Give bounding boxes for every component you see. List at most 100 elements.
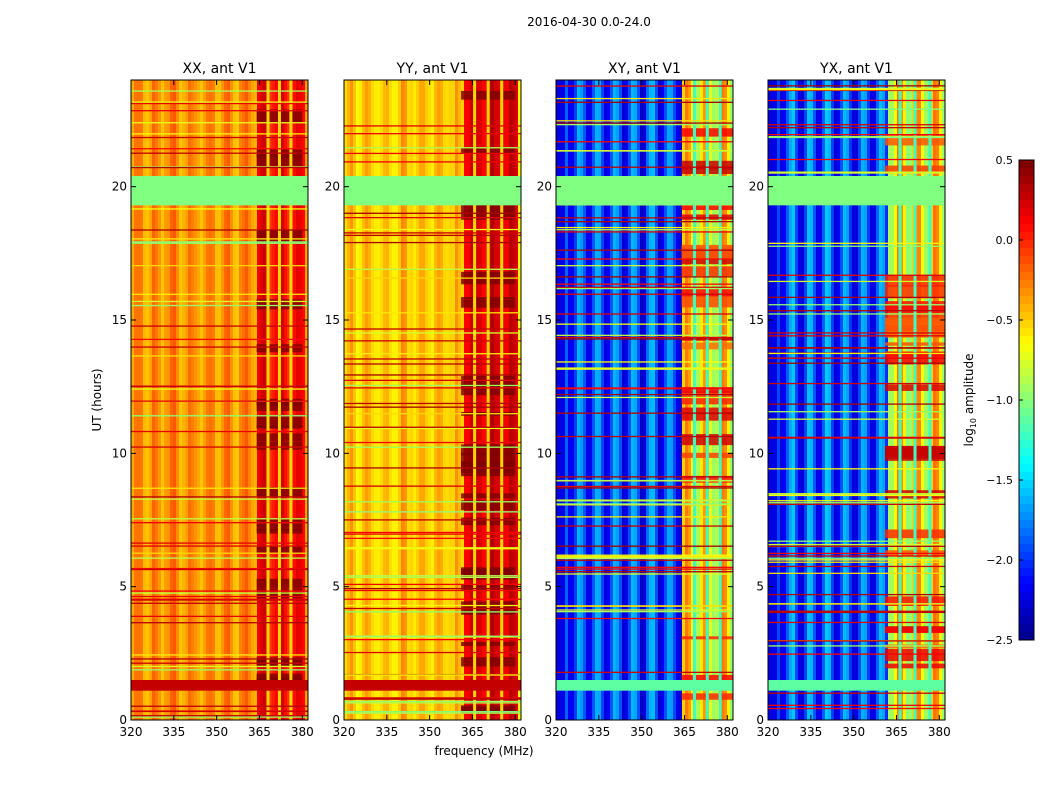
heatmap-cell	[236, 80, 240, 720]
heatmap-cell	[443, 80, 447, 720]
heatmap-cell	[768, 572, 945, 574]
heatmap-cell	[592, 80, 596, 720]
heatmap-cell	[344, 152, 521, 155]
heatmap-cell	[768, 559, 945, 561]
heatmap-cell	[401, 80, 405, 720]
heatmap-cell	[344, 353, 521, 355]
heatmap-cell	[380, 80, 384, 720]
heatmap-cell	[131, 208, 308, 210]
heatmap-cell	[173, 80, 177, 720]
colorbar-segment	[1019, 624, 1034, 633]
heatmap-cell	[667, 80, 671, 720]
heatmap-cell	[556, 334, 733, 336]
y-tick-label: 20	[325, 180, 340, 194]
colorbar-tick-label: −1.0	[986, 394, 1013, 407]
heatmap-cell	[768, 561, 945, 563]
heatmap-cell	[571, 80, 575, 720]
colorbar-label: log10 amplitude	[962, 354, 978, 447]
heatmap-cell	[628, 80, 632, 720]
y-tick-label: 15	[537, 313, 552, 327]
heatmap-cell	[131, 602, 308, 604]
heatmap-cell	[437, 80, 441, 720]
heatmap-cell	[305, 80, 309, 720]
heatmap-cell	[344, 340, 521, 342]
heatmap-cell	[768, 707, 945, 710]
heatmap-cell	[344, 576, 521, 579]
heatmap-cell	[768, 382, 945, 385]
heatmap-cell	[131, 710, 308, 713]
heatmap-cell	[798, 80, 802, 720]
heatmap-cell	[768, 593, 945, 596]
heatmap-cell	[494, 80, 498, 720]
heatmap-cell	[634, 80, 638, 720]
heatmap-cell	[188, 80, 192, 720]
heatmap-cell	[344, 537, 521, 540]
heatmap-cell	[131, 557, 308, 559]
heatmap-cell	[556, 504, 733, 506]
heatmap-cell	[146, 80, 150, 720]
heatmap-cell	[810, 80, 814, 720]
heatmap-cell	[819, 80, 823, 720]
heatmap-cell	[131, 622, 308, 624]
heatmap-cell	[377, 80, 381, 720]
heatmap-cell	[131, 716, 308, 718]
heatmap-cell	[344, 583, 521, 586]
colorbar-segment	[1019, 432, 1034, 441]
heatmap-cell	[768, 335, 945, 337]
heatmap-cell	[344, 702, 521, 704]
heatmap-cell	[410, 80, 414, 720]
heatmap-cell	[395, 80, 399, 720]
heatmap-cell	[942, 80, 946, 720]
heatmap-cell	[637, 80, 641, 720]
heatmap-cell	[655, 80, 659, 720]
x-tick-label: 350	[630, 725, 653, 739]
heatmap-cell	[556, 571, 733, 573]
heatmap-cell	[768, 621, 945, 624]
axes-frame	[767, 79, 946, 721]
heatmap-cell	[386, 80, 390, 720]
heatmap-cell	[928, 80, 932, 720]
heatmap-cell	[131, 102, 308, 105]
heatmap-cell	[768, 704, 945, 706]
heatmap-cell	[888, 80, 892, 720]
heatmap-cell	[344, 268, 521, 270]
heatmap-cell	[404, 80, 408, 720]
heatmap-cell	[344, 379, 521, 381]
heatmap-cell	[143, 80, 147, 720]
heatmap-cell	[559, 80, 563, 720]
colorbar-segment	[1019, 200, 1034, 209]
y-tick-label: 15	[749, 313, 764, 327]
heatmap-cell	[131, 166, 308, 169]
heatmap-cell	[556, 387, 733, 389]
heatmap-cell	[556, 388, 733, 390]
heatmap-cell	[768, 468, 945, 470]
colorbar-segment	[1019, 512, 1034, 521]
axes-frame	[343, 79, 522, 721]
heatmap-cell	[131, 400, 308, 402]
heatmap-cell	[828, 80, 832, 720]
heatmap-cell	[371, 80, 375, 720]
heatmap-cell	[556, 293, 733, 295]
heatmap-cell	[556, 503, 733, 505]
colorbar-segment	[1019, 472, 1034, 481]
heatmap-cell	[861, 80, 865, 720]
heatmap-cell	[664, 80, 668, 720]
colorbar-tick-label: −2.5	[986, 634, 1013, 647]
heatmap-cell	[289, 80, 293, 720]
heatmap-cell	[613, 80, 617, 720]
heatmap-cell	[831, 80, 835, 720]
colorbar: 0.5 0.0 −0.5 −1.0 −1.5 −2.0 −2.5	[986, 154, 1035, 647]
heatmap-cell	[266, 80, 270, 720]
heatmap-cell	[176, 80, 180, 720]
heatmap-cell	[607, 80, 611, 720]
heatmap-cell	[413, 80, 417, 720]
heatmap-cell	[497, 80, 501, 720]
heatmap-cell	[562, 80, 566, 720]
heatmap-cell	[362, 80, 366, 720]
heatmap-cell	[556, 265, 733, 267]
heatmap-cell	[556, 516, 733, 518]
heatmap-cell	[768, 503, 945, 505]
heatmap-cell	[218, 80, 222, 720]
heatmap-cell	[131, 122, 308, 124]
heatmap-cell	[149, 80, 153, 720]
